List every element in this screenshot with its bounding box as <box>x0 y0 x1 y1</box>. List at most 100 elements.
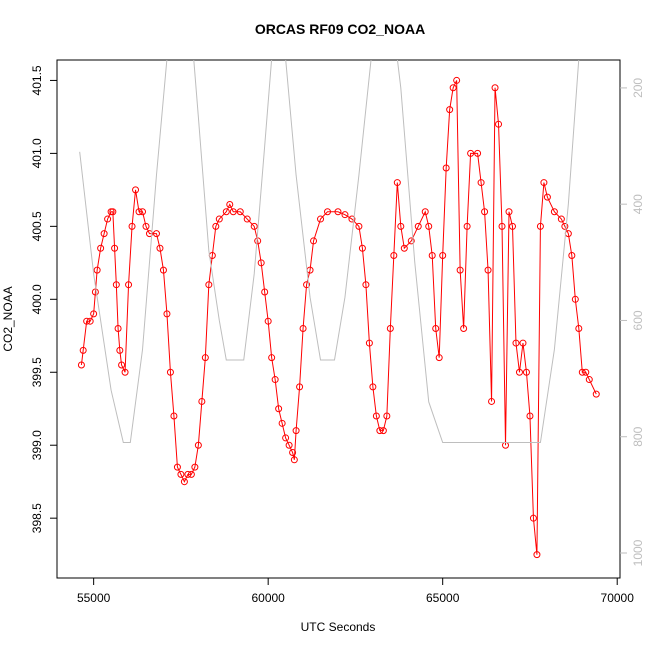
data-point <box>93 266 101 274</box>
data-point <box>390 252 398 260</box>
data-point <box>261 288 269 296</box>
y-tick-label: 399.5 <box>30 357 44 387</box>
data-point <box>285 441 293 449</box>
data-point <box>91 288 99 296</box>
data-point <box>550 208 558 216</box>
data-point <box>568 252 576 260</box>
data-point <box>453 76 461 84</box>
data-point <box>456 266 464 274</box>
y2-tick-label: 600 <box>631 310 645 330</box>
data-point <box>135 208 143 216</box>
data-point <box>435 354 443 362</box>
data-point <box>428 252 436 260</box>
data-point <box>229 208 237 216</box>
data-point <box>163 310 171 318</box>
data-point <box>226 200 234 208</box>
data-point <box>369 383 377 391</box>
data-point <box>112 281 120 289</box>
data-point <box>159 266 167 274</box>
x-axis-label: UTC Seconds <box>301 620 376 634</box>
data-point <box>481 208 489 216</box>
y-tick-label: 400.0 <box>30 284 44 314</box>
data-point <box>508 222 516 230</box>
data-point <box>383 412 391 420</box>
data-point <box>474 149 482 157</box>
y2-tick-label: 1000 <box>631 539 645 566</box>
x-tick-label: 70000 <box>601 591 635 605</box>
data-point <box>393 179 401 187</box>
y-tick-label: 401.5 <box>30 65 44 95</box>
data-point <box>236 208 244 216</box>
data-point <box>100 230 108 238</box>
data-point <box>449 84 457 92</box>
data-point <box>519 339 527 347</box>
data-point <box>282 434 290 442</box>
y-tick-label: 401.0 <box>30 138 44 168</box>
y-axis-label: CO2_NOAA <box>1 286 15 351</box>
data-point <box>275 405 283 413</box>
y2-tick-label: 800 <box>631 426 645 446</box>
data-point <box>177 470 185 478</box>
y-tick-label: 399.0 <box>30 430 44 460</box>
data-point <box>536 222 544 230</box>
data-point <box>250 222 258 230</box>
data-point <box>522 368 530 376</box>
data-point <box>495 120 503 128</box>
series-line <box>79 60 580 444</box>
data-point <box>386 324 394 332</box>
data-point <box>205 281 213 289</box>
data-point <box>310 237 318 245</box>
data-point <box>446 106 454 114</box>
data-point <box>400 244 408 252</box>
data-point <box>512 339 520 347</box>
data-point <box>145 230 153 238</box>
data-point <box>254 237 262 245</box>
data-point <box>463 222 471 230</box>
data-point <box>407 237 415 245</box>
data-point <box>467 149 475 157</box>
data-point <box>289 449 297 457</box>
data-point <box>578 368 586 376</box>
data-point <box>173 463 181 471</box>
data-point <box>184 470 192 478</box>
data-point <box>425 222 433 230</box>
data-point <box>278 419 286 427</box>
x-tick-label: 60000 <box>251 591 285 605</box>
data-point <box>533 551 541 559</box>
data-point <box>180 478 188 486</box>
data-point <box>505 208 513 216</box>
series-line <box>80 80 597 555</box>
data-point <box>488 397 496 405</box>
data-point <box>376 427 384 435</box>
data-point <box>170 412 178 420</box>
data-point <box>571 295 579 303</box>
data-point <box>79 346 87 354</box>
data-point <box>194 441 202 449</box>
data-point <box>243 215 251 223</box>
data-point <box>515 368 523 376</box>
y-tick-label: 400.5 <box>30 211 44 241</box>
data-point <box>477 179 485 187</box>
data-point <box>142 222 150 230</box>
data-point <box>296 383 304 391</box>
data-point <box>222 208 230 216</box>
data-point <box>540 179 548 187</box>
data-point <box>198 397 206 405</box>
data-point <box>86 317 94 325</box>
data-point <box>111 244 119 252</box>
data-point <box>379 427 387 435</box>
data-point <box>109 208 117 216</box>
data-point <box>215 215 223 223</box>
data-point <box>561 222 569 230</box>
data-point <box>582 368 590 376</box>
x-tick-label: 65000 <box>426 591 460 605</box>
data-point <box>303 281 311 289</box>
data-point <box>139 208 147 216</box>
data-point <box>432 324 440 332</box>
data-point <box>526 412 534 420</box>
data-point <box>187 470 195 478</box>
y-tick-label: 398.5 <box>30 503 44 533</box>
y2-tick-label: 200 <box>631 78 645 98</box>
data-point <box>104 215 112 223</box>
